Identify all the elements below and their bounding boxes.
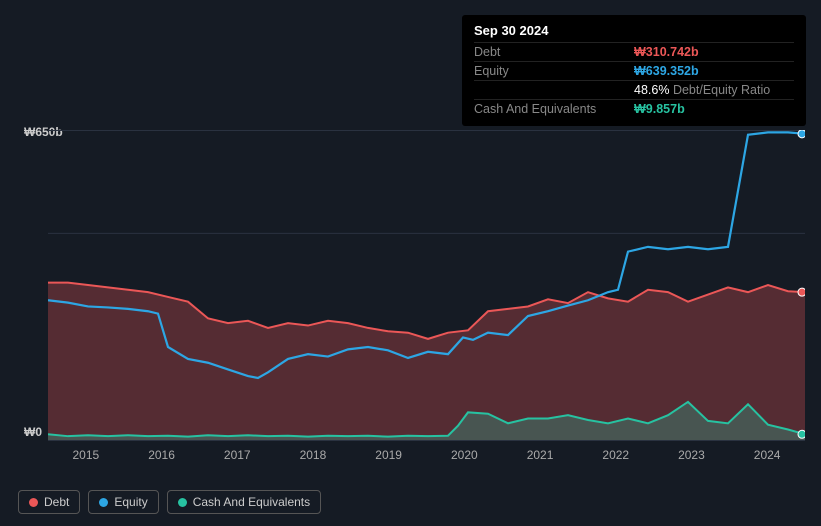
- xaxis-label: 2024: [754, 448, 781, 462]
- tooltip-debt-label: Debt: [474, 43, 634, 62]
- cash-dot-icon: [178, 498, 187, 507]
- tooltip-table: Debt ₩310.742b Equity ₩639.352b 48.6% De…: [474, 42, 794, 118]
- legend-cash[interactable]: Cash And Equivalents: [167, 490, 321, 514]
- xaxis-label: 2018: [300, 448, 327, 462]
- yaxis-label-min: ₩0: [24, 425, 42, 439]
- tooltip-ratio-label: Debt/Equity Ratio: [673, 83, 770, 97]
- xaxis-label: 2016: [148, 448, 175, 462]
- legend-debt-label: Debt: [44, 495, 69, 509]
- tooltip-equity-label: Equity: [474, 62, 634, 81]
- legend-cash-label: Cash And Equivalents: [193, 495, 310, 509]
- legend-debt[interactable]: Debt: [18, 490, 80, 514]
- tooltip-ratio-value: 48.6% Debt/Equity Ratio: [634, 81, 794, 100]
- tooltip-ratio-pct: 48.6%: [634, 83, 669, 97]
- debt-dot-icon: [29, 498, 38, 507]
- tooltip-date: Sep 30 2024: [474, 23, 794, 38]
- tooltip-equity-value: ₩639.352b: [634, 62, 794, 81]
- tooltip-debt-value: ₩310.742b: [634, 43, 794, 62]
- tooltip-ratio-label-empty: [474, 81, 634, 100]
- chart-tooltip: Sep 30 2024 Debt ₩310.742b Equity ₩639.3…: [462, 15, 806, 126]
- legend-equity-label: Equity: [114, 495, 147, 509]
- tooltip-cash-value: ₩9.857b: [634, 100, 794, 119]
- legend-equity[interactable]: Equity: [88, 490, 158, 514]
- xaxis-label: 2019: [375, 448, 402, 462]
- equity-dot-icon: [99, 498, 108, 507]
- xaxis-label: 2015: [72, 448, 99, 462]
- chart-plot[interactable]: [48, 130, 805, 442]
- xaxis: 2015 2016 2017 2018 2019 2020 2021 2022 2023 2024: [48, 448, 805, 468]
- xaxis-label: 2023: [678, 448, 705, 462]
- tooltip-cash-label: Cash And Equivalents: [474, 100, 634, 119]
- legend: Debt Equity Cash And Equivalents: [18, 490, 321, 514]
- xaxis-label: 2020: [451, 448, 478, 462]
- xaxis-label: 2022: [602, 448, 629, 462]
- xaxis-label: 2021: [527, 448, 554, 462]
- xaxis-label: 2017: [224, 448, 251, 462]
